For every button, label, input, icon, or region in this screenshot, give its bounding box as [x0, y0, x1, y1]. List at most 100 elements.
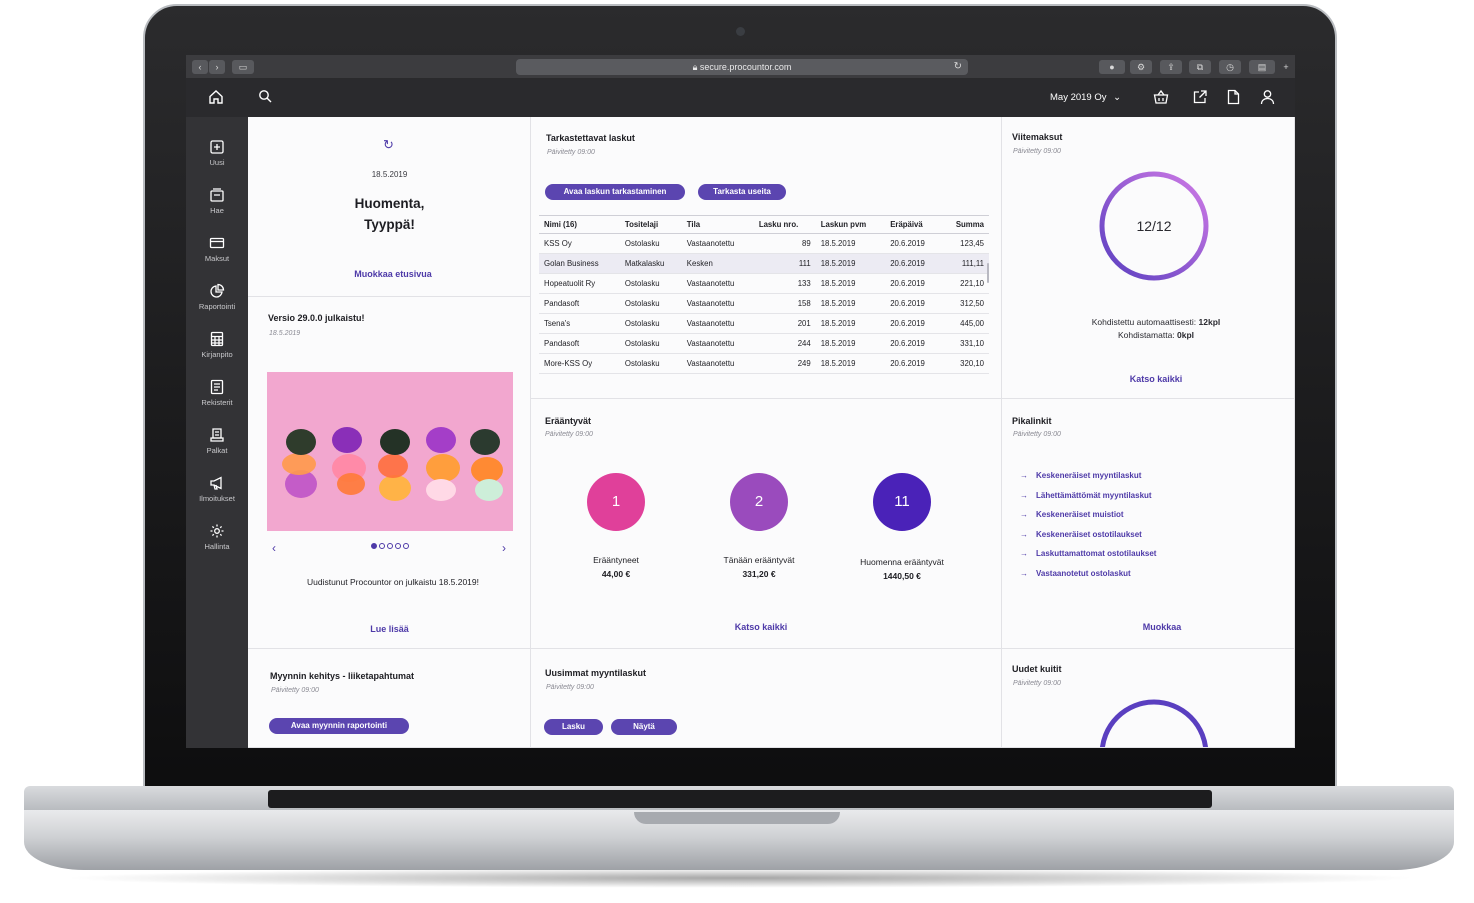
due-today-count[interactable]: 2 — [730, 473, 788, 531]
sidebar-item-raportointi[interactable]: Raportointi — [186, 283, 248, 311]
unmatched-value: 0kpl — [1177, 330, 1195, 340]
quicklink-item[interactable]: → Keskeneräiset myyntilaskut — [1020, 471, 1141, 480]
company-selector[interactable]: May 2019 Oy ⌄ — [1050, 92, 1121, 103]
carousel-dot[interactable] — [370, 543, 377, 549]
column-header[interactable]: Nimi (16) — [539, 215, 620, 234]
printer-icon[interactable]: ▤ — [1249, 60, 1275, 74]
url-bar[interactable]: 🔒︎ secure.procountor.com ↻ — [516, 59, 968, 75]
column-header[interactable]: Laskun pvm — [815, 215, 886, 234]
basket-icon[interactable] — [1153, 89, 1169, 110]
user-icon[interactable] — [1260, 89, 1275, 110]
sidebar-item-maksut[interactable]: Maksut — [186, 235, 248, 263]
quicklink-item[interactable]: → Lähettämättömät myyntilaskut — [1020, 491, 1152, 500]
lock-icon: 🔒︎ — [692, 62, 698, 72]
receipts-panel: Uudet kuitit Päivitetty 09:00 — [1002, 649, 1295, 748]
extension-icon[interactable]: ⚙ — [1130, 60, 1152, 74]
sidebar-item-uusi[interactable]: Uusi — [186, 139, 248, 167]
table-row[interactable]: Tsena's Ostolasku Vastaanotettu 201 18.5.201… — [539, 313, 989, 334]
read-more-link[interactable]: Lue lisää — [370, 624, 409, 634]
quicklink-item[interactable]: → Vastaanotetut ostolaskut — [1020, 569, 1131, 578]
new-tab-icon[interactable]: + — [1283, 62, 1289, 72]
table-cell: Ostolasku — [619, 293, 682, 314]
table-cell: 89 — [753, 233, 816, 254]
arrow-right-icon: → — [1020, 549, 1028, 558]
sidebar-item-label: Hae — [210, 206, 224, 215]
column-header[interactable]: Lasku nro. — [753, 215, 816, 234]
carousel-next-icon[interactable]: › — [502, 541, 506, 555]
quicklink-item[interactable]: → Keskeneräiset muistiot — [1020, 510, 1124, 519]
sidebar-item-rekisterit[interactable]: Rekisterit — [186, 379, 248, 407]
payments-see-all-link[interactable]: Katso kaikki — [1129, 374, 1183, 384]
overdue-count[interactable]: 1 — [587, 473, 645, 531]
sidebar-item-hallinta[interactable]: Hallinta — [186, 523, 248, 551]
table-cell: More-KSS Oy — [539, 353, 620, 374]
overdue-sum: 44,00 € — [601, 569, 631, 579]
sidebar-item-kirjanpito[interactable]: Kirjanpito — [186, 331, 248, 359]
screen: ‹ › ▭ 🔒︎ secure.procountor.com ↻ ● ⚙ ⇪ ⧉… — [186, 55, 1295, 748]
column-header[interactable]: Eräpäivä — [885, 215, 942, 234]
search-icon[interactable] — [258, 89, 272, 108]
sidebar-item-palkat[interactable]: Palkat — [186, 427, 248, 455]
table-row[interactable]: KSS Oy Ostolasku Vastaanotettu 89 18.5.2019 2… — [539, 233, 989, 254]
show-button[interactable]: Näytä — [611, 719, 677, 735]
table-scrollbar[interactable] — [987, 263, 989, 283]
table-cell: 18.5.2019 — [815, 333, 886, 354]
table-cell: 111 — [753, 253, 816, 274]
table-cell: 18.5.2019 — [815, 233, 886, 254]
table-cell: 20.6.2019 — [885, 253, 942, 274]
column-header[interactable]: Tositelaji — [619, 215, 682, 234]
sidebar-toggle-icon[interactable]: ▭ — [232, 60, 254, 74]
document-icon[interactable] — [1226, 89, 1241, 110]
external-link-icon[interactable] — [1192, 89, 1208, 110]
sidebar-item-hae[interactable]: Hae — [186, 187, 248, 215]
table-row[interactable]: Pandasoft Ostolasku Vastaanotettu 244 18.5.2… — [539, 333, 989, 354]
table-cell: 18.5.2019 — [815, 293, 886, 314]
download-icon[interactable]: ● — [1099, 60, 1125, 74]
archive-search-icon — [210, 188, 224, 202]
card-icon — [209, 237, 225, 249]
carousel-prev-icon[interactable]: ‹ — [272, 541, 276, 555]
table-row[interactable]: Golan Business Matkalasku Kesken 111 18.5.20… — [539, 253, 989, 274]
quicklinks-edit-link[interactable]: Muokkaa — [1142, 622, 1182, 632]
gear-icon — [210, 524, 224, 538]
quicklink-item[interactable]: → Laskuttamattomat ostotilaukset — [1020, 549, 1156, 558]
column-header[interactable]: Summa — [941, 215, 989, 234]
quicklink-item[interactable]: → Keskeneräiset ostotilaukset — [1020, 530, 1142, 539]
greeting-panel: ↻ 18.5.2019 Huomenta, Tyyppä! Muokkaa et… — [248, 117, 531, 297]
due-see-all-link[interactable]: Katso kaikki — [734, 622, 788, 632]
sidebar-item-ilmoitukset[interactable]: Ilmoitukset — [186, 475, 248, 503]
receipts-ring — [1099, 699, 1209, 747]
table-cell: 445,00 — [941, 313, 989, 334]
share-icon[interactable]: ⇪ — [1160, 60, 1182, 74]
due-updated: Päivitetty 09:00 — [545, 431, 593, 438]
home-icon[interactable] — [208, 89, 224, 110]
table-row[interactable]: Pandasoft Ostolasku Vastaanotettu 158 18.5.2… — [539, 293, 989, 314]
carousel-dot[interactable] — [378, 543, 385, 549]
carousel-dot[interactable] — [402, 543, 409, 549]
refresh-icon[interactable]: ↻ — [383, 137, 394, 152]
history-icon[interactable]: ◷ — [1219, 60, 1241, 74]
quicklink-label: Lähettämättömät myyntilaskut — [1036, 490, 1152, 500]
due-today-sum: 331,20 € — [742, 569, 776, 579]
tabs-icon[interactable]: ⧉ — [1189, 60, 1211, 74]
edit-frontpage-link[interactable]: Muokkaa etusivua — [354, 269, 432, 279]
due-tomorrow-count[interactable]: 11 — [873, 473, 931, 531]
open-invoice-review-button[interactable]: Avaa laskun tarkastaminen — [545, 184, 685, 200]
open-sales-report-button[interactable]: Avaa myynnin raportointi — [269, 718, 409, 734]
invoices-updated: Päivitetty 09:00 — [547, 149, 595, 156]
carousel-dot[interactable] — [386, 543, 393, 549]
keyboard-slot — [268, 790, 1212, 808]
back-icon[interactable]: ‹ — [192, 60, 208, 74]
carousel-dot[interactable] — [394, 543, 401, 549]
table-row[interactable]: Hopeatuolit Ry Ostolasku Vastaanotettu 133 1… — [539, 273, 989, 294]
forward-icon[interactable]: › — [209, 60, 225, 74]
review-multiple-button[interactable]: Tarkasta useita — [698, 184, 786, 200]
table-cell: Vastaanotettu — [681, 313, 754, 334]
table-cell: 221,10 — [941, 273, 989, 294]
sidebar-item-label: Hallinta — [204, 542, 230, 551]
reload-icon[interactable]: ↻ — [953, 61, 962, 72]
table-row[interactable]: More-KSS Oy Ostolasku Vastaanotettu 249 18.5… — [539, 353, 989, 374]
company-name: May 2019 Oy — [1050, 92, 1107, 103]
column-header[interactable]: Tila — [681, 215, 754, 234]
invoice-button[interactable]: Lasku — [544, 719, 603, 735]
